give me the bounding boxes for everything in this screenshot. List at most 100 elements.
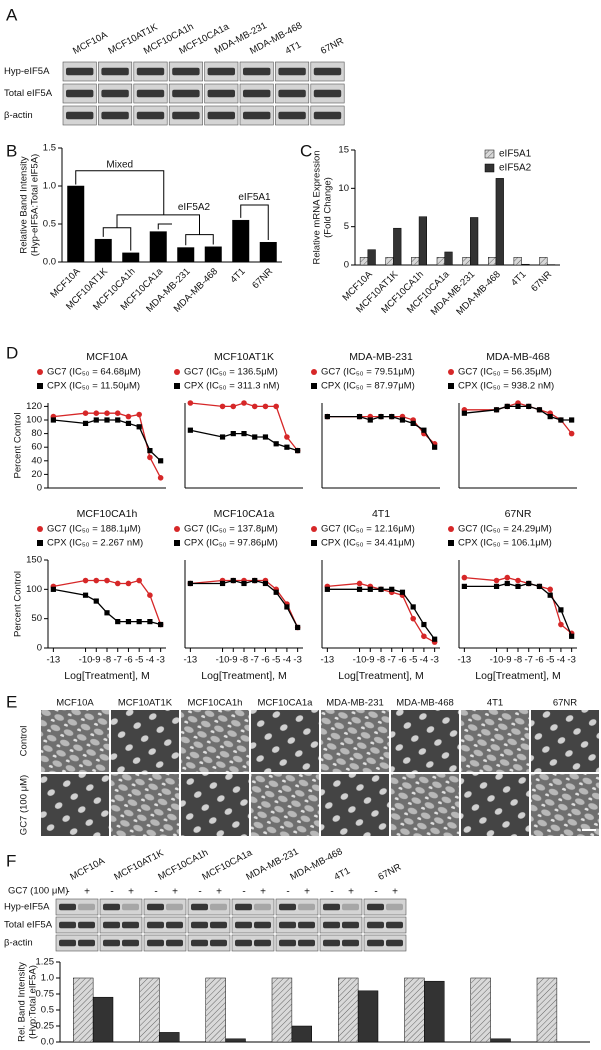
lane-label: 4T1 xyxy=(284,39,304,56)
lane-label: 4T1 xyxy=(332,865,352,882)
point xyxy=(219,403,226,410)
x-tick-label: -3 xyxy=(567,655,575,666)
point xyxy=(125,580,132,587)
point xyxy=(461,574,468,581)
chart-title: 4T1 xyxy=(372,508,390,520)
chart-title: MDA-MB-468 xyxy=(486,351,550,363)
micrograph xyxy=(321,710,389,772)
panel-label: D xyxy=(6,343,18,362)
x-tick-label: -9 xyxy=(92,655,100,666)
point xyxy=(547,414,553,420)
legend-marker xyxy=(174,526,180,532)
bar-hatch xyxy=(205,978,226,1042)
bracket xyxy=(75,170,165,215)
treatment-sign: - xyxy=(198,887,201,898)
row-label: Total eIF5A xyxy=(4,920,53,931)
blot-band xyxy=(172,111,200,120)
blot-band xyxy=(147,921,164,929)
point xyxy=(136,424,142,430)
x-tick-label: -13 xyxy=(46,655,60,666)
point xyxy=(568,430,575,437)
point xyxy=(515,577,521,584)
point xyxy=(547,586,553,593)
blot-frame xyxy=(55,934,99,952)
blot-band xyxy=(66,67,94,76)
x-tick-label: -8 xyxy=(514,655,522,666)
point xyxy=(558,621,564,628)
y-axis-label: Relative mRNA Expression xyxy=(312,150,323,264)
bar xyxy=(470,217,479,266)
blot-band xyxy=(323,921,340,929)
bar-hatch xyxy=(462,257,471,265)
x-tick-label: -10 xyxy=(353,655,367,666)
blot-frame xyxy=(187,898,231,916)
point xyxy=(504,574,511,581)
point xyxy=(104,577,110,584)
micrograph xyxy=(461,710,529,772)
bar xyxy=(177,247,195,263)
y-tick-label: 0.5 xyxy=(41,1005,54,1016)
blot-frame xyxy=(143,898,187,916)
chart-title: 67NR xyxy=(505,508,532,520)
blot-band xyxy=(207,89,235,98)
micrograph xyxy=(461,774,529,836)
y-tick-label: 0 xyxy=(37,643,42,654)
y-axis-label: Percent Control xyxy=(13,571,24,637)
micrograph xyxy=(41,774,109,836)
fit-line xyxy=(190,579,299,628)
point xyxy=(219,434,226,440)
bracket xyxy=(116,214,200,235)
y-tick-label: 1.0 xyxy=(43,181,56,192)
blot-frame xyxy=(187,916,231,934)
y-tick-label: 0.5 xyxy=(43,219,56,230)
point xyxy=(295,448,301,454)
legend-label: CPX (IC₅₀ = 311.3 nM) xyxy=(184,381,280,392)
blot-band xyxy=(122,921,139,929)
blot-band xyxy=(172,89,200,98)
point xyxy=(399,589,406,595)
chart-title: MDA-MB-231 xyxy=(349,351,413,363)
lane-label: 67NR xyxy=(376,862,403,883)
blot-band xyxy=(254,939,271,947)
point xyxy=(241,431,247,437)
x-tick-label: 4T1 xyxy=(509,269,528,288)
y-tick-label: 1.5 xyxy=(43,143,56,154)
blot-band xyxy=(78,921,95,929)
bar-hatch xyxy=(539,257,548,265)
blot-band xyxy=(313,67,342,76)
point xyxy=(114,580,121,587)
blot-band xyxy=(78,903,95,911)
bar-hatch xyxy=(73,978,94,1042)
column-label: MCF10CA1h xyxy=(188,698,243,709)
point xyxy=(515,583,521,589)
x-tick-label: -13 xyxy=(183,655,197,666)
blot-band xyxy=(254,903,271,911)
x-tick-label: -7 xyxy=(388,655,396,666)
x-tick-label: -5 xyxy=(409,655,417,666)
treatment-sign: + xyxy=(304,887,310,898)
point xyxy=(104,610,110,616)
micrograph xyxy=(321,774,389,836)
treatment-sign: - xyxy=(110,887,113,898)
blot-band xyxy=(103,921,120,929)
x-tick-label: -7 xyxy=(251,655,259,666)
annotation: eIF5A1 xyxy=(238,192,271,203)
blot-band xyxy=(342,939,359,947)
point xyxy=(461,410,467,416)
bracket xyxy=(157,223,172,230)
fit-line xyxy=(53,419,162,462)
point xyxy=(125,619,132,625)
point xyxy=(273,589,279,595)
blot-band xyxy=(210,903,227,911)
fit-line xyxy=(190,402,299,452)
point xyxy=(136,411,142,418)
legend-marker xyxy=(448,540,454,546)
bracket xyxy=(185,234,214,246)
bar-hatch xyxy=(411,257,420,265)
point xyxy=(569,633,575,639)
point xyxy=(493,577,500,584)
y-tick-label: 0.0 xyxy=(41,1037,54,1048)
point xyxy=(125,420,132,426)
blot-band xyxy=(342,921,359,929)
